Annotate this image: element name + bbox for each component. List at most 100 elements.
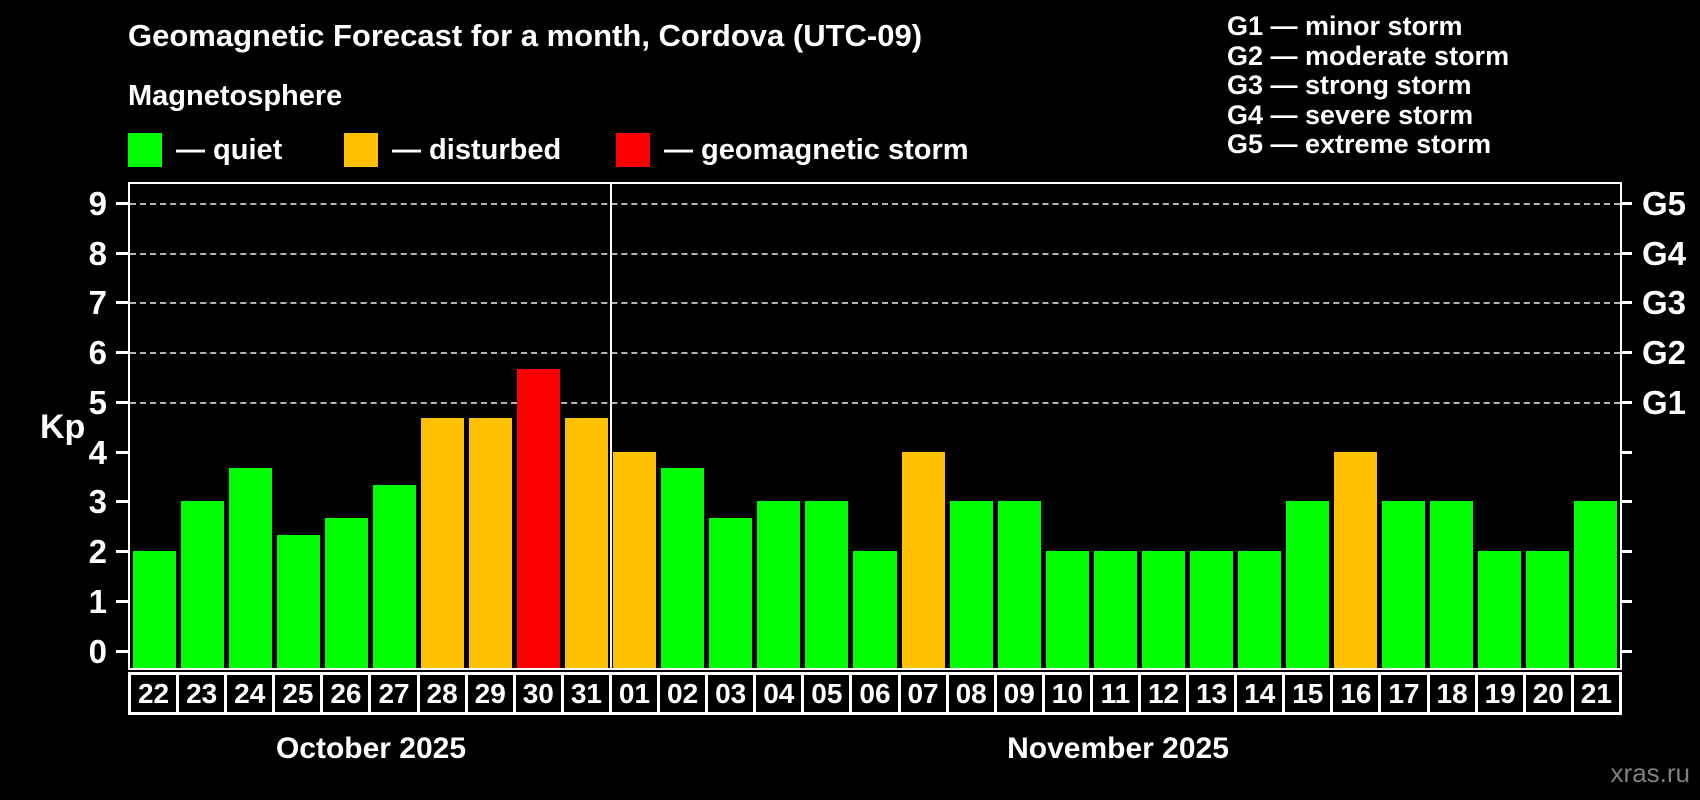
gridline-kp5: [130, 401, 1620, 404]
disturbed-swatch-icon: [344, 133, 378, 167]
date-cell: 17: [1378, 672, 1430, 715]
y-axis-tick: [116, 351, 128, 355]
kp-bar: [180, 501, 224, 668]
date-axis-row: 22 23 24 25 26 27 28 29 30 31 01 02 03 04 05 06 07 08 09 10…: [128, 672, 1622, 715]
gridline-kp9: [130, 202, 1620, 205]
quiet-swatch-icon: [128, 133, 162, 167]
date-cell: 19: [1474, 672, 1526, 715]
right-axis-tick: [1620, 599, 1632, 603]
date-cell: 23: [176, 672, 228, 715]
gridline-kp6: [130, 352, 1620, 355]
date-cell: 10: [1041, 672, 1093, 715]
kp-bar: [1045, 551, 1089, 668]
right-axis-tick: [1620, 201, 1632, 205]
g-scale-item-g5: G5 — extreme storm: [1227, 129, 1492, 159]
g-scale-item-g2: G2 — moderate storm: [1227, 40, 1510, 71]
kp-bar: [1093, 551, 1137, 668]
date-cell: 12: [1137, 672, 1190, 715]
g-axis-label: G4: [1642, 234, 1687, 272]
kp-bar: [517, 368, 561, 668]
date-cell: 18: [1426, 672, 1478, 715]
y-axis-tick: [116, 550, 128, 554]
legend-label-storm: — geomagnetic storm: [664, 133, 969, 166]
y-axis-tick: [116, 649, 128, 653]
plot-area: 0 1 2 3 4 5 6 7 8 9 G1 G2 G3 G4 G5: [89, 182, 1686, 670]
gridline-kp8: [130, 252, 1620, 255]
right-axis-tick: [1620, 450, 1632, 454]
y-axis-label: 2: [88, 533, 107, 571]
date-cell: 07: [897, 672, 949, 715]
kp-bar: [132, 551, 176, 668]
date-cell: 05: [801, 672, 853, 715]
g-scale-item-g1: G1 — minor storm: [1227, 11, 1463, 41]
kp-bar: [901, 451, 945, 668]
kp-bar: [1334, 451, 1378, 668]
g-axis-label: G3: [1642, 284, 1687, 322]
month-label-november: November 2025: [1007, 732, 1229, 765]
y-axis-label: 5: [88, 383, 107, 421]
g-axis-label: G1: [1642, 383, 1687, 421]
chart-title: Geomagnetic Forecast for a month, Cordov…: [128, 18, 923, 53]
g-scale-item-g3: G3 — strong storm: [1227, 70, 1472, 100]
right-axis-tick: [1620, 351, 1632, 355]
kp-bar: [1141, 551, 1185, 668]
y-axis-label: 3: [88, 483, 107, 521]
legend-item-disturbed: — disturbed: [344, 132, 561, 168]
right-axis-tick: [1620, 400, 1632, 404]
g-scale-legend: G1 — minor storm G2 — moderate storm G3 …: [1227, 11, 1510, 160]
date-cell: 03: [705, 672, 757, 715]
date-cell: 22: [128, 672, 180, 715]
y-axis-label: 7: [88, 284, 107, 322]
legend-item-quiet: — quiet: [128, 132, 282, 168]
y-axis-label: 1: [88, 582, 107, 620]
date-cell: 27: [368, 672, 420, 715]
date-cell: 20: [1522, 672, 1574, 715]
y-axis-tick: [116, 500, 128, 504]
y-axis-tick: [116, 301, 128, 305]
date-cell: 26: [320, 672, 372, 715]
kp-bar: [1237, 551, 1282, 668]
kp-bar: [805, 501, 849, 668]
date-cell: 04: [753, 672, 805, 715]
date-cell: 29: [464, 672, 516, 715]
date-cell: 13: [1186, 672, 1238, 715]
right-axis-tick: [1620, 649, 1632, 653]
kp-bar: [997, 501, 1041, 668]
date-cell: 24: [224, 672, 276, 715]
chart-subtitle: Magnetosphere: [128, 80, 343, 112]
y-axis-label: 6: [88, 334, 107, 372]
month-separator: [609, 184, 612, 668]
date-cell: 01: [608, 672, 661, 715]
y-axis-tick: [116, 599, 128, 603]
kp-bar: [1286, 501, 1330, 668]
y-axis-tick: [116, 201, 128, 205]
kp-bar: [709, 517, 753, 668]
date-cell: 08: [945, 672, 997, 715]
date-cell: 02: [657, 672, 709, 715]
kp-bar: [1574, 501, 1618, 668]
y-axis-tick: [116, 251, 128, 255]
kp-bar: [1430, 501, 1474, 668]
month-label-october: October 2025: [275, 732, 467, 765]
date-cell: 31: [560, 672, 612, 715]
kp-bar: [1189, 551, 1233, 668]
right-axis-tick: [1620, 301, 1632, 305]
storm-swatch-icon: [616, 133, 650, 167]
date-cell: 11: [1089, 672, 1141, 715]
gridline-kp7: [130, 302, 1620, 305]
right-axis-tick: [1620, 550, 1632, 554]
date-cell: 14: [1234, 672, 1286, 715]
y-axis-label: 9: [88, 184, 107, 222]
kp-bar: [1526, 551, 1570, 668]
date-cell: 06: [849, 672, 901, 715]
date-cell: 16: [1330, 672, 1382, 715]
g-scale-item-g4: G4 — severe storm: [1227, 99, 1474, 130]
g-axis-label: G2: [1642, 334, 1687, 372]
date-cell: 25: [272, 672, 324, 715]
kp-bar: [1478, 551, 1522, 668]
y-axis-tick: [116, 400, 128, 404]
kp-bar: [565, 418, 609, 668]
kp-axis-title: Kp: [40, 408, 86, 446]
legend-item-storm: — geomagnetic storm: [616, 132, 969, 168]
